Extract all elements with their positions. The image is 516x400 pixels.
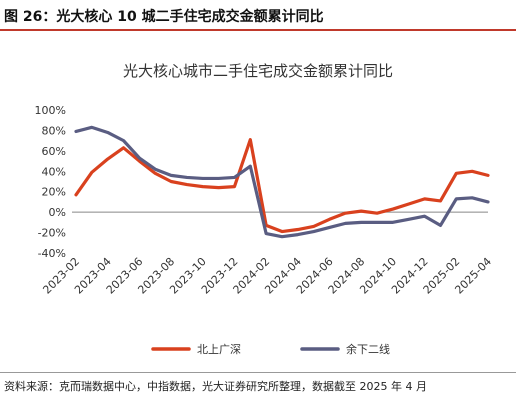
figure-label: 图 26：光大核心 10 城二手住宅成交金额累计同比 [4,9,324,25]
y-tick-label: -40% [38,247,66,260]
figure-header: 图 26：光大核心 10 城二手住宅成交金额累计同比 [0,0,516,30]
series-line-tier1 [74,138,490,234]
legend-label: 余下二线 [346,342,390,356]
y-tick-label: -20% [38,227,66,240]
header-rule [0,29,516,31]
line-chart: -40%-20%0%20%40%60%80%100%2023-022023-04… [35,104,495,356]
legend-label: 北上广深 [197,343,241,356]
y-tick-label: 0% [49,206,66,219]
series-line-tier2 [74,125,490,239]
source-rule [0,372,516,373]
y-tick-label: 40% [42,165,66,178]
chart-title: 光大核心城市二手住宅成交金额累计同比 [122,62,393,80]
y-tick-label: 100% [35,104,66,117]
y-tick-label: 20% [42,186,66,199]
y-tick-label: 80% [42,124,66,137]
y-tick-label: 60% [42,145,66,158]
source-note: 资料来源：克而瑞数据中心，中指数据，光大证券研究所整理，数据截至 2025 年 … [4,380,427,393]
